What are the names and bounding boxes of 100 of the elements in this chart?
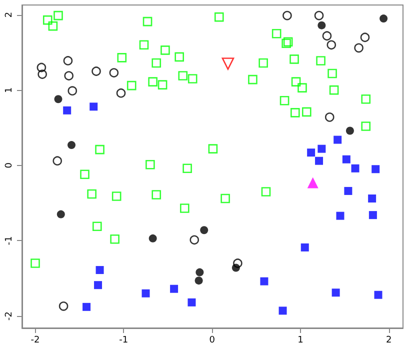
point	[232, 264, 240, 272]
point	[194, 276, 203, 285]
point	[68, 86, 78, 96]
point	[68, 141, 76, 150]
point	[324, 112, 334, 122]
point	[158, 80, 168, 90]
point	[54, 95, 62, 104]
point	[142, 289, 150, 298]
point	[63, 106, 72, 114]
point	[334, 136, 342, 144]
point	[112, 192, 122, 201]
point	[92, 66, 101, 76]
point	[54, 10, 63, 20]
point	[110, 234, 120, 244]
point	[42, 15, 52, 25]
point	[372, 165, 380, 174]
point	[298, 83, 307, 92]
point	[214, 12, 224, 22]
point	[361, 94, 371, 104]
point	[351, 164, 360, 172]
point	[261, 187, 271, 196]
point	[326, 40, 336, 50]
point	[233, 258, 242, 268]
point	[220, 194, 230, 204]
point	[117, 53, 127, 62]
point	[56, 210, 65, 218]
point	[188, 298, 196, 306]
point	[318, 21, 326, 30]
point	[160, 46, 170, 55]
point	[360, 32, 370, 42]
point	[63, 56, 73, 66]
point	[316, 56, 326, 66]
point	[328, 68, 337, 78]
point	[148, 234, 157, 242]
point	[290, 54, 299, 64]
point	[329, 85, 339, 95]
point	[87, 189, 96, 199]
point	[148, 77, 158, 86]
point	[380, 14, 388, 23]
point	[109, 68, 119, 78]
x-tick-label: -1	[119, 336, 128, 346]
point	[64, 71, 74, 80]
point	[342, 155, 350, 164]
point	[374, 290, 382, 299]
point	[178, 71, 188, 80]
point	[139, 40, 149, 50]
x-tick-label: 0	[209, 336, 216, 346]
point	[300, 243, 309, 252]
y-tick-label: 0	[4, 162, 14, 168]
point	[180, 204, 190, 213]
point	[82, 302, 91, 311]
point	[95, 144, 104, 154]
point	[30, 258, 40, 268]
y-tick-label: -1	[4, 236, 14, 246]
point	[290, 108, 300, 118]
point	[336, 212, 344, 220]
point	[208, 144, 218, 154]
point	[196, 268, 204, 276]
point	[315, 156, 324, 165]
point	[307, 148, 316, 157]
y-tick-label: 2	[4, 12, 14, 18]
point	[354, 43, 364, 53]
y-tick-label: -2	[4, 311, 14, 320]
point	[280, 96, 290, 106]
point	[322, 31, 332, 41]
point	[190, 235, 200, 245]
point	[116, 88, 126, 98]
point	[188, 74, 198, 84]
point	[258, 58, 268, 68]
point	[96, 266, 104, 274]
point	[291, 77, 301, 86]
point	[90, 102, 98, 111]
x-tick-label: 1	[298, 336, 304, 346]
point	[302, 107, 312, 117]
point	[126, 80, 136, 90]
point	[368, 211, 377, 220]
point	[170, 284, 178, 293]
point	[307, 177, 318, 188]
point	[146, 160, 155, 170]
point	[80, 170, 90, 180]
point	[282, 10, 292, 20]
point	[48, 21, 58, 31]
point	[368, 194, 376, 202]
point	[278, 306, 287, 315]
point	[346, 126, 354, 135]
point	[92, 222, 102, 232]
x-tick-label: 2	[386, 336, 392, 346]
y-tick-label: 1	[4, 87, 14, 93]
point	[58, 302, 68, 311]
point	[344, 186, 352, 195]
point	[222, 58, 234, 70]
point	[248, 74, 258, 84]
point	[272, 28, 282, 38]
point	[361, 122, 371, 131]
point	[94, 281, 102, 290]
point	[36, 62, 46, 72]
point	[332, 288, 340, 297]
point	[200, 226, 208, 234]
point	[38, 70, 47, 79]
point	[52, 156, 62, 166]
